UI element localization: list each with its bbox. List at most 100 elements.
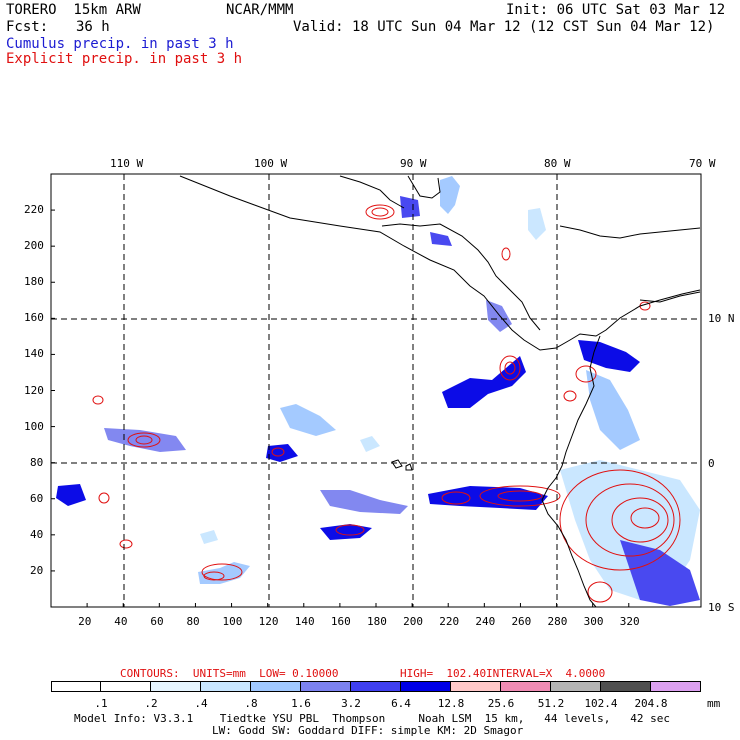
model-info: Model Info: V3.3.1 Tiedtke YSU PBL Thomp… [74,712,671,725]
x-tick-label: 80 [186,615,200,628]
contour-guatemala-inner [371,207,389,217]
contour-ecuador-2 [585,483,675,557]
valid-time: Valid: 18 UTC Sun 04 Mar 12 (12 CST Sun … [293,19,715,35]
legend-swatch [101,681,151,692]
field-explicit-label: Explicit precip. in past 3 h [6,51,243,67]
contour-west-1 [127,432,161,448]
contour-honduras [501,247,511,261]
legend-label: .2 [144,697,158,710]
legend-label: 102.4 [584,697,618,710]
graticule [51,174,701,607]
y-tick-label: 140 [24,347,44,361]
contour-nicaragua [499,355,521,381]
contour-ecuador-4 [630,507,660,529]
legend-label: .1 [94,697,108,710]
precip-area-panama [578,340,640,372]
model-title: TORERO 15km ARW [6,2,141,18]
x-tick-label: 200 [403,615,423,628]
lat-label-10n: 10 N [708,312,735,325]
y-tick-label: 200 [24,239,44,253]
fcst-label: Fcst: [6,19,49,35]
coastline-colombia-pacific [541,335,601,608]
precip-area-mid-3 [320,490,408,514]
field-cumulus-label: Cumulus precip. in past 3 h [6,36,234,52]
y-tick-label: 40 [30,527,44,541]
precip-area-nicaragua [486,300,512,332]
legend-outline [51,681,701,692]
legend-label: 3.2 [341,697,361,710]
precip-area-light-2 [200,530,218,544]
precip-area-light-1 [360,436,380,452]
contour-units: CONTOURS: UNITS=mm LOW= 0.10000 [120,667,339,680]
lon-label-70w: 70 W [689,157,716,170]
x-tick-label: 60 [150,615,164,628]
y-tick-label: 120 [24,383,44,397]
lon-label-110w: 110 W [110,157,144,170]
legend-swatch [401,681,451,692]
x-tick-label: 180 [367,615,387,628]
precip-area-honduras [430,232,452,246]
fcst-value: 36 h [76,19,110,35]
x-tick-label: 300 [583,615,604,628]
contour-ecuador-3 [611,497,669,543]
explicit-precip-contours [92,204,681,603]
contour-nicaragua-inner [504,361,516,375]
coastline-galapagos [391,459,413,471]
lat-label-0: 0 [708,457,715,470]
y-tick-label: 60 [30,491,44,505]
model-physics: LW: Godd SW: Goddard DIFF: simple KM: 2D… [212,724,524,737]
x-tick-label: 320 [619,615,640,628]
precip-area-guatemala [400,196,420,218]
legend-label: 6.4 [391,697,411,710]
init-time: Init: 06 UTC Sat 03 Mar 12 [506,2,726,18]
legend-label: 25.6 [487,697,515,710]
contour-mid-2 [271,447,285,457]
legend-label: 12.8 [437,697,465,710]
precip-area-gulf [440,176,460,214]
legend-label: .4 [194,697,208,710]
contour-west-1-inner [135,435,153,445]
contour-high: HIGH= 102.40 [400,667,487,680]
y-tick-label: 80 [30,455,44,469]
y-tick-label: 20 [30,563,44,577]
legend-swatch [251,681,301,692]
x-tick-label: 240 [475,615,496,628]
precip-area-colombia [586,370,640,450]
x-tick-label: 160 [330,615,351,628]
contour-guatemala [365,204,395,220]
y-tick-label: 100 [24,419,44,433]
x-tick-marks [86,603,630,607]
precip-area-mid-4 [320,524,372,540]
contour-equator-east-inner [497,490,543,502]
precip-area-west-2 [56,484,86,506]
legend-swatch [451,681,501,692]
coastline-mexico [179,175,701,351]
precip-area-caribbean [528,208,546,240]
legend-swatch [551,681,601,692]
y-tick-label: 160 [24,311,44,325]
legend-swatch [51,681,101,692]
contour-colombia-west [563,390,577,402]
x-tick-label: 140 [294,615,315,628]
lat-label-10s: 10 S [708,601,735,614]
legend-label: .8 [244,697,258,710]
contour-west-2 [92,395,104,405]
legend-swatch [601,681,651,692]
legend-label: 51.2 [537,697,565,710]
lon-label-80w: 80 W [544,157,571,170]
legend-unit: mm [707,697,721,710]
coastline-central-america-north [381,175,541,331]
x-tick-label: 280 [547,615,568,628]
legend-label: 204.8 [634,697,668,710]
y-tick-label: 180 [24,275,44,289]
legend-swatch [151,681,201,692]
precip-area-mid-1 [280,404,336,436]
y-tick-marks [51,209,55,572]
x-tick-label: 100 [222,615,243,628]
contour-equator-mid [441,491,471,505]
x-tick-label: 40 [114,615,128,628]
legend-swatch [301,681,351,692]
contour-panama [575,365,597,383]
contour-west-3 [119,539,133,549]
